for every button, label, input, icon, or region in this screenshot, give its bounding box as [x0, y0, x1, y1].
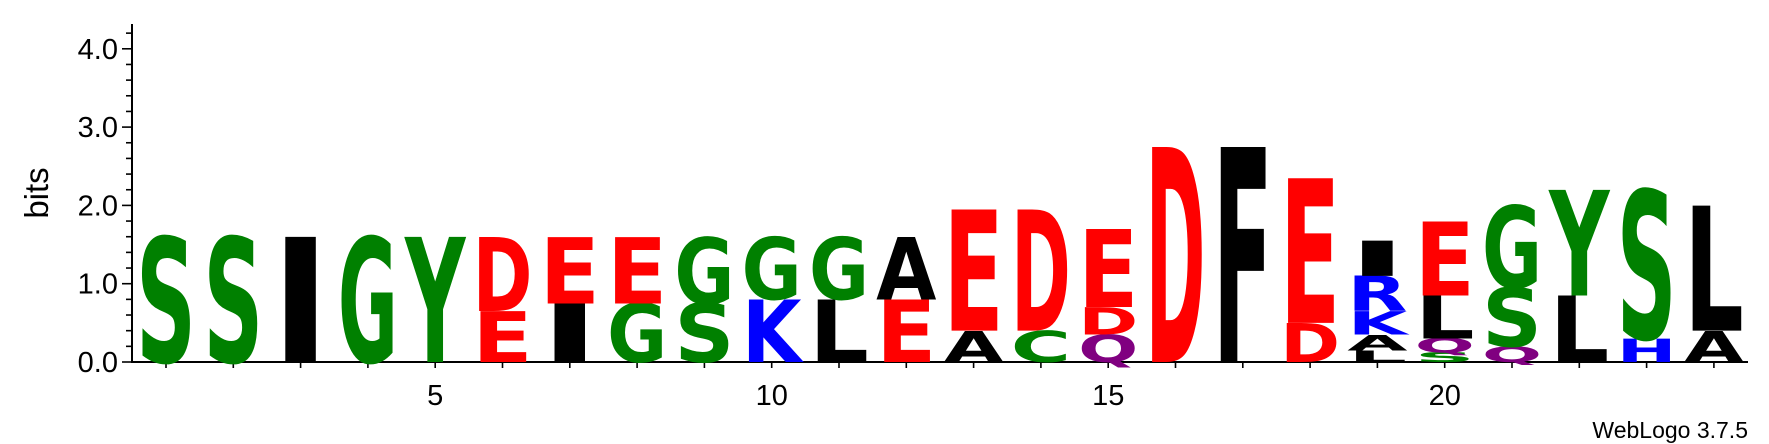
- logo-letter-e-pos-13: E: [943, 177, 1003, 371]
- logo-letter-e-pos-15: E: [1078, 209, 1138, 334]
- logo-letter-i-pos-19: I: [1347, 231, 1407, 287]
- logo-letter-y-pos-5: Y: [404, 203, 466, 403]
- logo-letter-glyph: D: [1145, 89, 1205, 432]
- y-tick-label: 2.0: [78, 190, 118, 222]
- logo-letter-glyph: S: [136, 203, 196, 403]
- logo-letter-glyph: E: [943, 177, 1003, 371]
- logo-letter-d-pos-16: D: [1145, 89, 1205, 432]
- logo-letter-glyph: E: [1280, 139, 1340, 370]
- logo-letter-glyph: E: [1415, 202, 1475, 320]
- logo-letter-glyph: Y: [404, 203, 466, 403]
- logo-letter-e-pos-7: E: [540, 220, 600, 326]
- logo-letter-glyph: D: [472, 217, 532, 336]
- y-axis-label: bits: [18, 167, 55, 218]
- logo-letter-d-pos-14: D: [1011, 178, 1071, 371]
- logo-letter-a-pos-12: A: [876, 221, 937, 320]
- logo-letter-i-pos-3: I: [270, 204, 330, 403]
- logo-letter-s-pos-1: S: [136, 203, 196, 403]
- logo-letter-g-pos-10: G: [742, 220, 802, 320]
- logo-letter-glyph: E: [607, 220, 667, 326]
- logo-letter-glyph: A: [876, 221, 937, 320]
- logo-letter-glyph: F: [1213, 90, 1273, 433]
- logo-letter-glyph: S: [203, 203, 263, 403]
- y-tick-label: 3.0: [78, 112, 118, 144]
- logo-letter-d-pos-6: D: [472, 217, 532, 336]
- logo-letter-glyph: E: [540, 220, 600, 326]
- logo-letter-y-pos-22: Y: [1548, 161, 1611, 330]
- x-tick-label: 20: [1429, 380, 1461, 412]
- logo-letter-glyph: E: [1078, 209, 1138, 334]
- logo-letter-glyph: G: [674, 219, 734, 325]
- x-tick-labels: 5 10 15 20: [427, 380, 1461, 412]
- logo-letter-s-pos-23: S: [1617, 149, 1677, 387]
- logo-letter-g-pos-11: G: [809, 220, 869, 320]
- y-tick-label: 4.0: [78, 34, 118, 66]
- logo-letter-g-pos-9: G: [674, 219, 734, 325]
- logo-letter-f-pos-17: F: [1213, 90, 1273, 433]
- logo-letter-glyph: G: [338, 205, 398, 404]
- logo-letter-glyph: L: [1684, 172, 1744, 372]
- logo-letter-e-pos-20: E: [1415, 202, 1475, 320]
- logo-letter-g-pos-4: G: [338, 205, 398, 404]
- logo-letter-glyph: G: [742, 220, 802, 320]
- x-tick-label: 15: [1092, 380, 1124, 412]
- y-tick-labels: 0.0 1.0 2.0 3.0 4.0: [78, 34, 118, 379]
- logo-letter-glyph: S: [1617, 149, 1677, 387]
- logo-letter-e-pos-8: E: [607, 220, 667, 326]
- y-tick-label: 0.0: [78, 347, 118, 379]
- logo-letter-glyph: D: [1011, 178, 1071, 371]
- weblogo-credit: WebLogo 3.7.5: [1592, 417, 1748, 443]
- logo-letter-glyph: Y: [1548, 161, 1611, 330]
- logo-letter-glyph: I: [1347, 231, 1407, 287]
- logo-letter-glyph: I: [270, 204, 330, 403]
- logo-letter-l-pos-24: L: [1684, 172, 1744, 372]
- logo-letter-g-pos-21: G: [1482, 184, 1542, 314]
- x-tick-label: 10: [756, 380, 788, 412]
- y-tick-label: 1.0: [78, 269, 118, 301]
- logo-letter-s-pos-2: S: [203, 203, 263, 403]
- y-axis: [122, 24, 132, 362]
- logo-letter-glyph: G: [1482, 184, 1542, 314]
- logo-letter-glyph: G: [809, 220, 869, 320]
- logo-letter-e-pos-18: E: [1280, 139, 1340, 370]
